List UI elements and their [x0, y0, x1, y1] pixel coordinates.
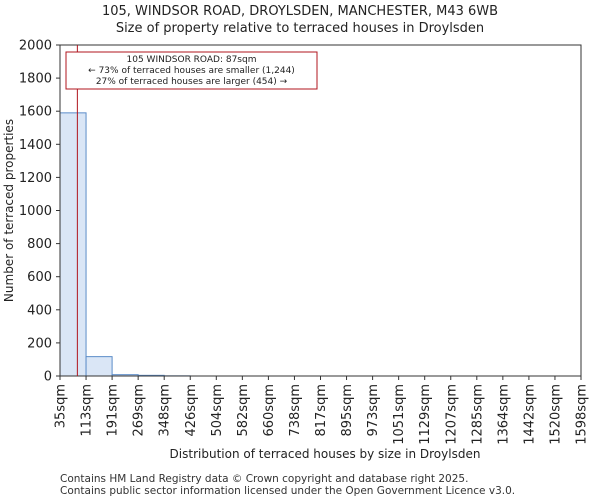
x-tick-label: 1207sqm: [444, 384, 459, 445]
x-tick-label: 582sqm: [236, 384, 251, 437]
y-tick-label: 200: [27, 336, 52, 351]
x-tick-label: 660sqm: [262, 384, 277, 437]
x-tick-label: 269sqm: [132, 384, 147, 437]
y-tick-label: 600: [27, 270, 52, 285]
y-tick-label: 1000: [19, 204, 52, 219]
x-tick-label: 817sqm: [314, 384, 329, 437]
x-tick-label: 426sqm: [184, 384, 199, 437]
x-tick-label: 191sqm: [106, 384, 121, 437]
plot-frame: [59, 44, 582, 377]
x-tick-label: 1442sqm: [522, 384, 537, 445]
histogram-bar: [59, 112, 87, 377]
x-tick-label: 973sqm: [366, 384, 381, 437]
x-tick-label: 1129sqm: [418, 384, 433, 445]
x-tick-label: 1598sqm: [575, 384, 590, 445]
x-tick-label: 348sqm: [158, 384, 173, 437]
chart-subtitle: Size of property relative to terraced ho…: [115, 21, 485, 36]
x-tick-label: 1285sqm: [470, 384, 485, 445]
y-tick-label: 0: [44, 370, 52, 385]
y-tick-label: 2000: [19, 39, 52, 54]
x-tick-label: 895sqm: [340, 384, 355, 437]
x-tick-label: 1364sqm: [496, 384, 511, 445]
annotation-line-2: ← 73% of terraced houses are smaller (1,…: [88, 66, 295, 76]
y-tick-label: 1200: [19, 171, 52, 186]
footer-line-2: Contains public sector information licen…: [60, 485, 516, 497]
y-tick-label: 800: [27, 237, 52, 252]
y-tick-label: 1400: [19, 138, 52, 153]
x-tick-label: 504sqm: [210, 384, 225, 437]
x-axis-label: Distribution of terraced houses by size …: [170, 447, 481, 461]
x-tick-label: 1051sqm: [392, 384, 407, 445]
annotation-line-3: 27% of terraced houses are larger (454) …: [96, 77, 288, 87]
x-tick-label: 35sqm: [54, 384, 69, 428]
x-tick-label: 113sqm: [80, 384, 95, 437]
y-tick-label: 1800: [19, 72, 52, 87]
x-tick-label: 738sqm: [288, 384, 303, 437]
x-tick-label: 1520sqm: [548, 384, 563, 445]
y-axis-label: Number of terraced properties: [2, 119, 16, 302]
y-tick-label: 400: [27, 303, 52, 318]
y-tick-label: 1600: [19, 105, 52, 120]
histogram-bar: [85, 356, 113, 377]
annotation-line-1: 105 WINDSOR ROAD: 87sqm: [127, 55, 257, 65]
chart-title: 105, WINDSOR ROAD, DROYLSDEN, MANCHESTER…: [101, 4, 499, 19]
footer-line-1: Contains HM Land Registry data © Crown c…: [60, 473, 469, 485]
annotation-box: [65, 51, 318, 90]
property-annotation: 105 WINDSOR ROAD: 87sqm ← 73% of terrace…: [65, 51, 318, 90]
